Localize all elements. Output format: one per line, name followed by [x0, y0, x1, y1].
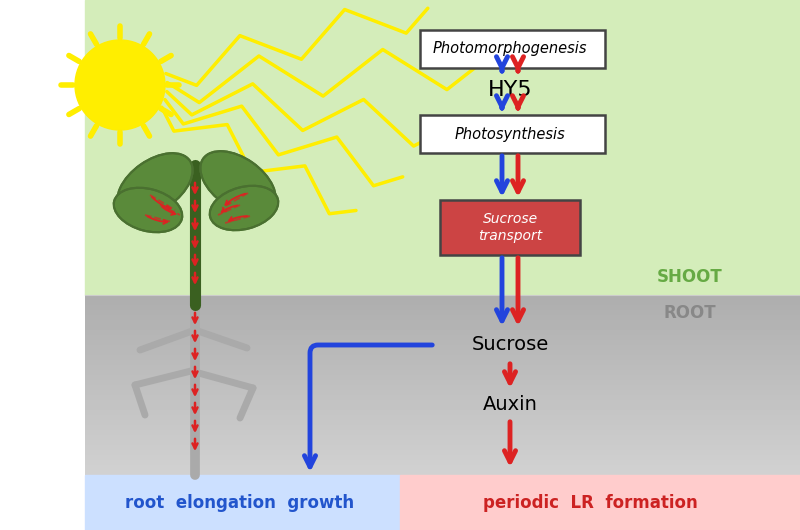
Text: Photomorphogenesis: Photomorphogenesis: [433, 41, 587, 57]
FancyBboxPatch shape: [440, 200, 580, 255]
Ellipse shape: [118, 153, 193, 217]
Text: periodic  LR  formation: periodic LR formation: [482, 493, 698, 511]
Ellipse shape: [114, 188, 182, 232]
FancyBboxPatch shape: [420, 115, 605, 153]
Text: ROOT: ROOT: [664, 304, 716, 322]
Bar: [85, 475, 400, 530]
Bar: [85, 0, 800, 295]
Text: Sucrose
transport: Sucrose transport: [478, 213, 542, 243]
Bar: [400, 475, 800, 530]
Ellipse shape: [210, 186, 278, 230]
FancyBboxPatch shape: [420, 30, 605, 68]
Text: Photosynthesis: Photosynthesis: [454, 127, 566, 142]
Text: root  elongation  growth: root elongation growth: [126, 493, 354, 511]
Text: Auxin: Auxin: [482, 395, 538, 414]
Text: Sucrose: Sucrose: [471, 335, 549, 355]
Circle shape: [75, 40, 165, 130]
Text: HY5: HY5: [488, 80, 532, 100]
Text: SHOOT: SHOOT: [657, 268, 723, 286]
Ellipse shape: [200, 151, 276, 215]
Bar: [0, 0, 85, 530]
